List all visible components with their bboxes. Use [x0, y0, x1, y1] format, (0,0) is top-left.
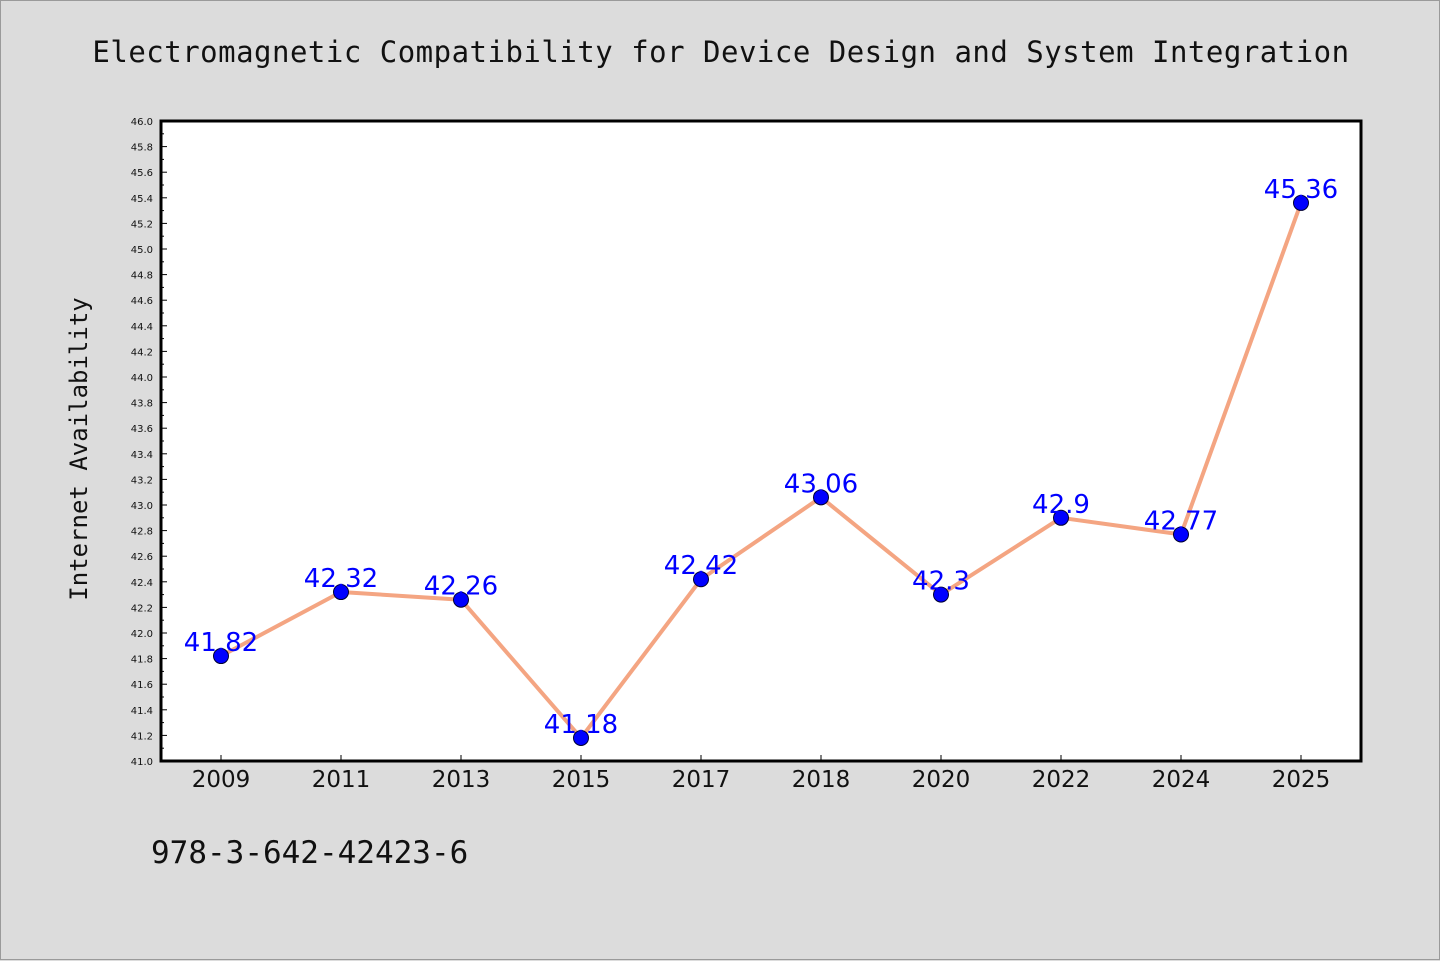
- y-tick-label: 44.8: [131, 271, 153, 282]
- data-point: [1173, 526, 1189, 543]
- x-tick-label: 2013: [432, 767, 491, 793]
- y-axis: 41.0 41.2 41.4 41.6 41.8 42.0 42.2 42.4 42.6 42.8…: [131, 117, 167, 768]
- y-tick-label: 44.6: [131, 296, 153, 307]
- data-label: 42.9: [1032, 490, 1090, 520]
- y-tick-label: 45.8: [131, 143, 153, 154]
- data-point: [933, 586, 949, 603]
- data-label: 42.3: [912, 567, 970, 597]
- y-tick-label: 46.0: [131, 117, 153, 128]
- data-label: 41.82: [184, 628, 258, 658]
- y-tick-label: 43.0: [131, 501, 153, 512]
- x-tick-label: 2017: [672, 767, 731, 793]
- isbn-text: 978-3-642-42423-6: [151, 835, 469, 871]
- plot-area: [159, 119, 1363, 763]
- y-tick-label: 45.0: [131, 245, 153, 256]
- y-tick-label: 42.6: [131, 552, 153, 563]
- chart-title: Electromagnetic Compatibility for Device…: [92, 35, 1350, 69]
- data-label: 42.32: [304, 564, 378, 594]
- data-label: 43.06: [784, 469, 858, 499]
- y-tick-label: 42.2: [131, 603, 153, 614]
- data-label: 45.36: [1264, 175, 1338, 205]
- y-tick-label: 44.2: [131, 347, 153, 358]
- y-tick-label: 43.4: [131, 450, 153, 461]
- data-point: [213, 648, 229, 665]
- y-tick-label: 42.8: [131, 527, 153, 538]
- y-tick-label: 45.6: [131, 168, 153, 179]
- y-tick-label: 41.6: [131, 680, 153, 691]
- y-tick-label: 41.0: [131, 757, 153, 768]
- x-tick-label: 2011: [312, 767, 371, 793]
- y-tick-label: 45.4: [131, 194, 153, 205]
- data-label: 41.18: [544, 710, 618, 740]
- data-point: [813, 489, 829, 506]
- y-tick-label: 44.0: [131, 373, 153, 384]
- y-tick-label: 41.2: [131, 731, 153, 742]
- y-tick-label: 44.4: [131, 322, 153, 333]
- series-line: [220, 202, 1303, 740]
- data-label: 42.77: [1144, 506, 1218, 536]
- data-point: [573, 729, 589, 746]
- y-tick-label: 41.4: [131, 706, 153, 717]
- x-axis: 2009 2011 2013 2015 2017 2018 2020 2022 2024 2025: [192, 755, 1331, 793]
- data-point: [453, 591, 469, 608]
- data-label: 42.42: [664, 551, 738, 581]
- y-tick-label: 45.2: [131, 219, 153, 230]
- y-tick-label: 42.4: [131, 578, 153, 589]
- y-tick-label: 41.8: [131, 655, 153, 666]
- x-tick-label: 2020: [912, 767, 971, 793]
- y-tick-label: 42.0: [131, 629, 153, 640]
- data-labels-group: 41.82 42.32 42.26 41.18 42.42 43.06 42.3 42.9 42…: [184, 175, 1338, 740]
- x-tick-label: 2009: [192, 767, 251, 793]
- y-tick-label: 43.8: [131, 399, 153, 410]
- data-point: [693, 571, 709, 588]
- y-tick-label: 43.2: [131, 475, 153, 486]
- y-tick-label: 43.6: [131, 424, 153, 435]
- x-tick-label: 2025: [1272, 767, 1331, 793]
- data-label: 42.26: [424, 572, 498, 602]
- x-tick-label: 2018: [792, 767, 851, 793]
- data-point: [1053, 509, 1069, 526]
- x-tick-label: 2015: [552, 767, 611, 793]
- series-line-group: [213, 194, 1309, 746]
- data-point: [333, 584, 349, 601]
- data-point: [1293, 194, 1309, 211]
- y-axis-label: Internet Availability: [65, 297, 93, 600]
- x-tick-label: 2024: [1152, 767, 1211, 793]
- x-tick-label: 2022: [1032, 767, 1091, 793]
